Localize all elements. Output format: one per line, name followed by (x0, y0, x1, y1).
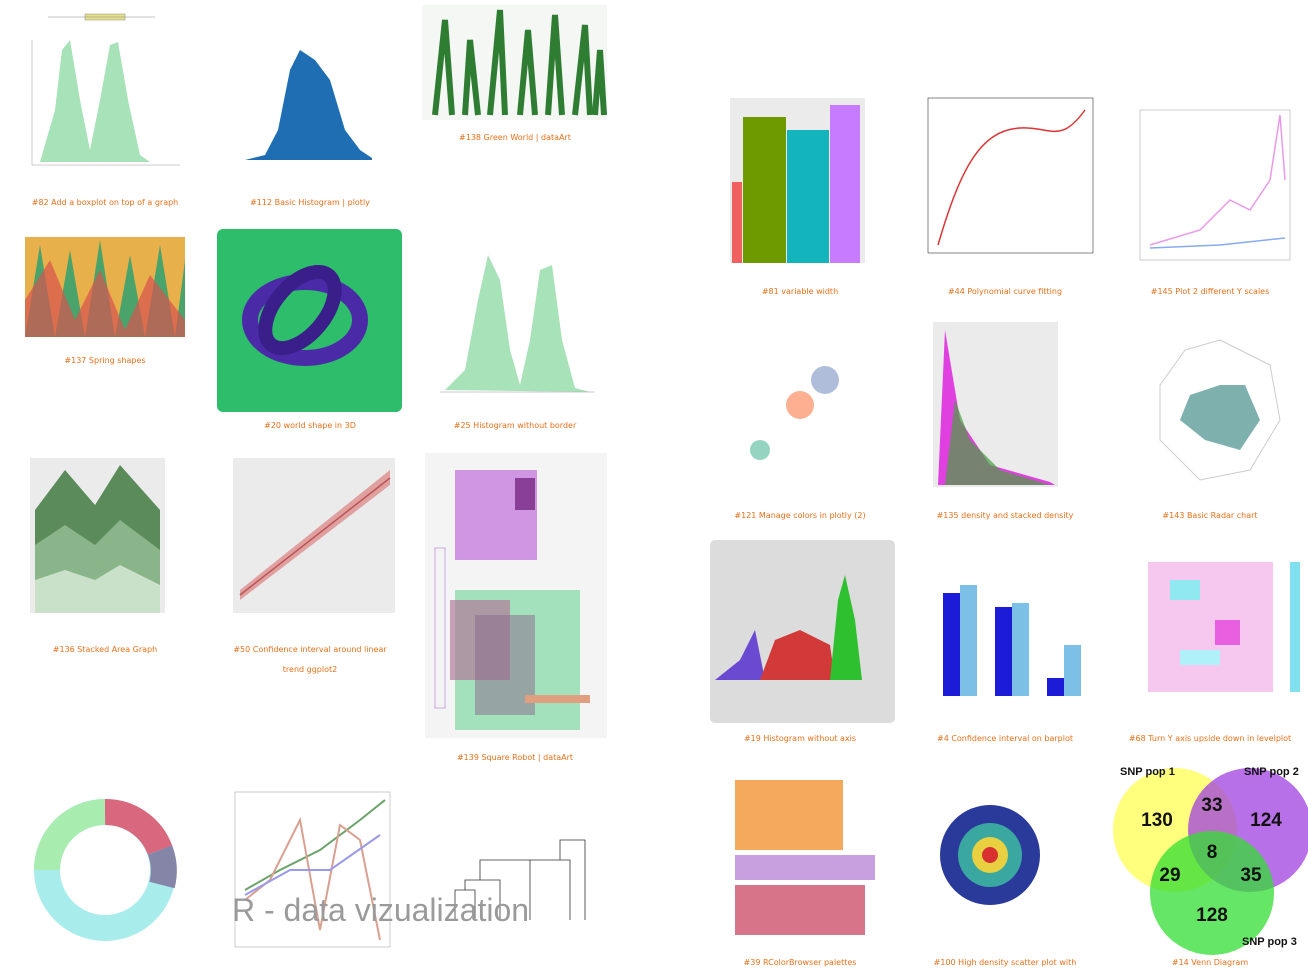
venn-count: 29 (1159, 865, 1180, 886)
thumb-138[interactable] (422, 5, 607, 120)
thumb-donut[interactable] (47, 812, 164, 928)
caption[interactable]: #68 Turn Y axis upside down in levelplot (1129, 734, 1291, 743)
caption[interactable]: #136 Stacked Area Graph (53, 645, 157, 654)
page-title: R - data vizualization (232, 892, 529, 928)
venn-count: 35 (1240, 865, 1262, 886)
thumb-143[interactable] (1160, 340, 1280, 480)
thumb-121[interactable] (750, 366, 839, 460)
thumb-81[interactable] (730, 98, 865, 263)
thumb-137[interactable] (25, 237, 185, 337)
caption[interactable]: #139 Square Robot | dataArt (457, 753, 573, 762)
thumb-19[interactable] (710, 540, 895, 723)
caption[interactable]: #137 Spring shapes (64, 356, 145, 365)
thumb-139[interactable] (425, 453, 607, 738)
venn-count: 130 (1141, 810, 1173, 831)
thumb-4[interactable] (943, 585, 1081, 696)
venn-count: 124 (1250, 810, 1282, 831)
caption[interactable]: #135 density and stacked density (937, 511, 1074, 520)
caption[interactable]: #121 Manage colors in plotly (2) (734, 511, 865, 520)
venn-set: SNP pop 3 (1242, 936, 1297, 948)
caption[interactable]: #138 Green World | dataArt (459, 133, 571, 142)
caption[interactable]: #143 Basic Radar chart (1162, 511, 1257, 520)
venn-count: 8 (1207, 842, 1218, 863)
thumb-44[interactable] (928, 98, 1093, 253)
thumbnails (25, 5, 1308, 955)
caption[interactable]: #50 Confidence interval around linear (233, 645, 387, 654)
thumb-112[interactable] (245, 50, 372, 160)
thumb-82[interactable] (32, 14, 180, 165)
thumb-145[interactable] (1140, 110, 1290, 260)
caption[interactable]: #81 variable width (762, 287, 838, 296)
thumb-25[interactable] (440, 255, 595, 392)
thumb-20[interactable] (217, 229, 402, 412)
caption[interactable]: #100 High density scatter plot with (934, 958, 1077, 967)
caption[interactable]: #20 world shape in 3D (264, 421, 356, 430)
thumb-39[interactable] (735, 780, 875, 935)
caption[interactable]: #112 Basic Histogram | plotly (250, 198, 370, 207)
thumb-68[interactable] (1148, 562, 1300, 692)
caption[interactable]: trend ggplot2 (283, 665, 337, 674)
gallery: SNP pop 1 SNP pop 2 SNP pop 3 130 33 124… (0, 0, 1308, 971)
caption[interactable]: #25 Histogram without border (454, 421, 577, 430)
thumb-136[interactable] (30, 458, 165, 613)
caption[interactable]: #82 Add a boxplot on top of a graph (32, 198, 179, 207)
caption[interactable]: #145 Plot 2 different Y scales (1151, 287, 1270, 296)
caption[interactable]: #39 RColorBrowser palettes (744, 958, 857, 967)
caption[interactable]: #19 Histogram without axis (744, 734, 856, 743)
venn-set: SNP pop 2 (1244, 766, 1299, 778)
thumb-100[interactable] (940, 805, 1040, 905)
thumb-135[interactable] (933, 322, 1058, 487)
caption[interactable]: #44 Polynomial curve fitting (948, 287, 1062, 296)
caption[interactable]: #4 Confidence interval on barplot (937, 734, 1073, 743)
thumb-50[interactable] (233, 458, 395, 613)
caption[interactable]: #14 Venn Diagram (1172, 958, 1248, 967)
venn-count: 33 (1201, 795, 1222, 816)
venn-set: SNP pop 1 (1120, 766, 1175, 778)
venn-count: 128 (1196, 905, 1228, 926)
